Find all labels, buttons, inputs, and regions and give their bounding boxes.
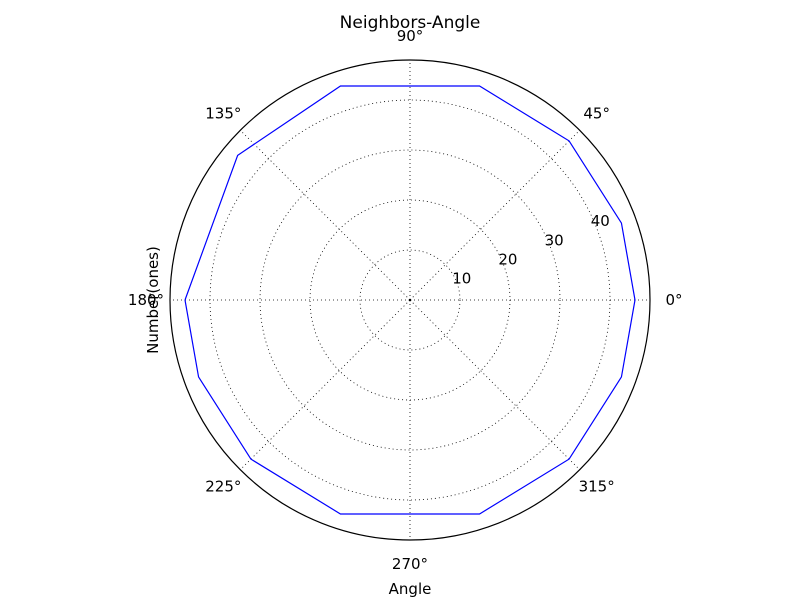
r-tick-label-20: 20 — [498, 250, 517, 268]
theta-spoke-315 — [409, 299, 580, 470]
polar-frame — [169, 59, 651, 541]
theta-spoke-45 — [409, 130, 580, 301]
chart-title: Neighbors-Angle — [340, 13, 481, 33]
theta-tick-label-90: 90° — [397, 27, 424, 45]
theta-tick-label-270: 270° — [392, 555, 428, 573]
r-tick-label-30: 30 — [545, 231, 564, 249]
x-axis-label: Angle — [389, 580, 432, 598]
series-line-0 — [184, 85, 636, 515]
polar-grid — [170, 60, 650, 540]
theta-tick-label-0: 0° — [665, 291, 682, 309]
r-tick-label-10: 10 — [452, 270, 471, 288]
y-axis-label: Number(ones) — [144, 246, 162, 354]
r-grid-circle-10 — [359, 249, 461, 351]
theta-tick-label-45: 45° — [583, 104, 610, 122]
theta-tick-label-180: 180° — [128, 291, 164, 309]
theta-tick-label-135: 135° — [205, 104, 241, 122]
r-grid-circle-30 — [259, 149, 561, 451]
theta-tick-label-225: 225° — [205, 478, 241, 496]
theta-tick-label-315: 315° — [579, 478, 615, 496]
tick-labels: 0° 45° 90° 135° 180° 225° 270° 315° 10 20 30 40 — [128, 27, 683, 573]
origin-point — [408, 298, 412, 302]
series-layer — [184, 85, 636, 515]
theta-spoke-135 — [240, 130, 411, 301]
r-tick-label-40: 40 — [591, 212, 610, 230]
theta-spoke-225 — [240, 299, 411, 470]
